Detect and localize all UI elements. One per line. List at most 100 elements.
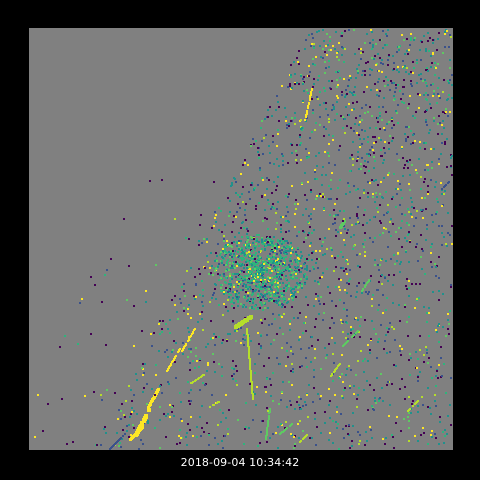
event-pixel <box>134 433 137 436</box>
event-pixel <box>393 364 395 366</box>
event-pixel <box>283 257 285 259</box>
event-pixel <box>449 404 451 406</box>
event-pixel <box>435 385 437 387</box>
event-pixel <box>408 280 410 282</box>
event-pixel <box>316 31 318 33</box>
event-pixel <box>258 284 260 286</box>
event-pixel <box>387 84 389 86</box>
event-pixel <box>343 239 345 241</box>
event-pixel <box>263 267 265 269</box>
event-pixel <box>422 427 424 429</box>
event-pixel <box>450 165 452 167</box>
event-plot-area <box>29 28 453 450</box>
event-pixel <box>237 298 239 300</box>
event-pixel <box>438 323 440 325</box>
event-pixel <box>348 280 350 282</box>
event-pixel <box>198 377 200 379</box>
event-pixel <box>183 307 185 309</box>
event-pixel <box>221 231 223 233</box>
event-pixel <box>415 169 417 171</box>
event-pixel <box>153 332 155 334</box>
event-pixel <box>326 54 328 56</box>
event-pixel <box>231 246 233 248</box>
event-pixel <box>365 62 367 64</box>
event-pixel <box>274 266 276 268</box>
event-pixel <box>400 261 402 263</box>
event-pixel <box>408 440 410 442</box>
event-pixel <box>201 427 203 429</box>
event-pixel <box>241 257 243 259</box>
event-pixel <box>433 93 435 95</box>
event-pixel <box>406 288 408 290</box>
event-pixel <box>201 311 203 313</box>
event-pixel <box>249 263 251 265</box>
event-pixel <box>267 425 269 427</box>
event-pixel <box>151 345 153 347</box>
event-pixel <box>130 434 132 436</box>
event-pixel <box>129 416 131 418</box>
event-pixel <box>288 381 290 383</box>
event-pixel <box>436 102 438 104</box>
event-pixel <box>258 343 260 345</box>
event-pixel <box>311 232 313 234</box>
event-pixel <box>304 268 306 270</box>
event-pixel <box>133 394 135 396</box>
event-pixel <box>290 255 292 257</box>
event-pixel <box>348 185 350 187</box>
event-pixel <box>338 59 340 61</box>
event-pixel <box>275 257 277 259</box>
event-pixel <box>243 283 245 285</box>
event-pixel <box>313 305 315 307</box>
event-pixel <box>318 152 320 154</box>
event-pixel <box>133 410 135 412</box>
event-pixel <box>328 49 330 51</box>
event-pixel <box>357 72 359 74</box>
event-pixel <box>374 400 376 402</box>
event-pixel <box>353 130 355 132</box>
event-pixel <box>403 67 405 69</box>
event-pixel <box>288 285 290 287</box>
event-pixel <box>321 174 323 176</box>
event-pixel <box>293 317 295 319</box>
event-pixel <box>291 423 293 425</box>
event-pixel <box>399 90 401 92</box>
event-pixel <box>232 258 234 260</box>
event-pixel <box>319 250 321 252</box>
event-pixel <box>264 307 266 309</box>
event-pixel <box>199 416 201 418</box>
event-pixel <box>416 82 418 84</box>
event-pixel <box>405 140 407 142</box>
event-pixel <box>240 342 242 344</box>
event-pixel <box>432 221 434 223</box>
event-pixel <box>430 434 432 436</box>
event-pixel <box>260 286 262 288</box>
event-pixel <box>279 298 281 300</box>
event-pixel <box>330 198 332 200</box>
event-pixel <box>220 210 222 212</box>
event-pixel <box>355 77 357 79</box>
event-pixel <box>373 389 375 391</box>
event-pixel <box>243 344 245 346</box>
event-pixel <box>342 428 344 430</box>
event-pixel <box>237 251 239 253</box>
event-pixel <box>294 443 296 445</box>
event-pixel <box>292 368 294 370</box>
event-pixel <box>194 298 196 300</box>
event-pixel <box>379 90 381 92</box>
event-pixel <box>159 406 161 408</box>
event-pixel <box>363 192 365 194</box>
event-pixel <box>416 243 418 245</box>
event-pixel <box>206 255 208 257</box>
event-pixel <box>354 123 356 125</box>
event-pixel <box>382 312 384 314</box>
event-pixel <box>314 348 316 350</box>
event-pixel <box>325 357 327 359</box>
event-pixel <box>196 436 198 438</box>
event-pixel <box>398 238 400 240</box>
event-pixel <box>287 86 289 88</box>
event-pixel <box>324 151 326 153</box>
event-pixel <box>427 387 429 389</box>
event-pixel <box>231 375 233 377</box>
event-pixel <box>279 302 281 304</box>
event-pixel <box>331 317 333 319</box>
